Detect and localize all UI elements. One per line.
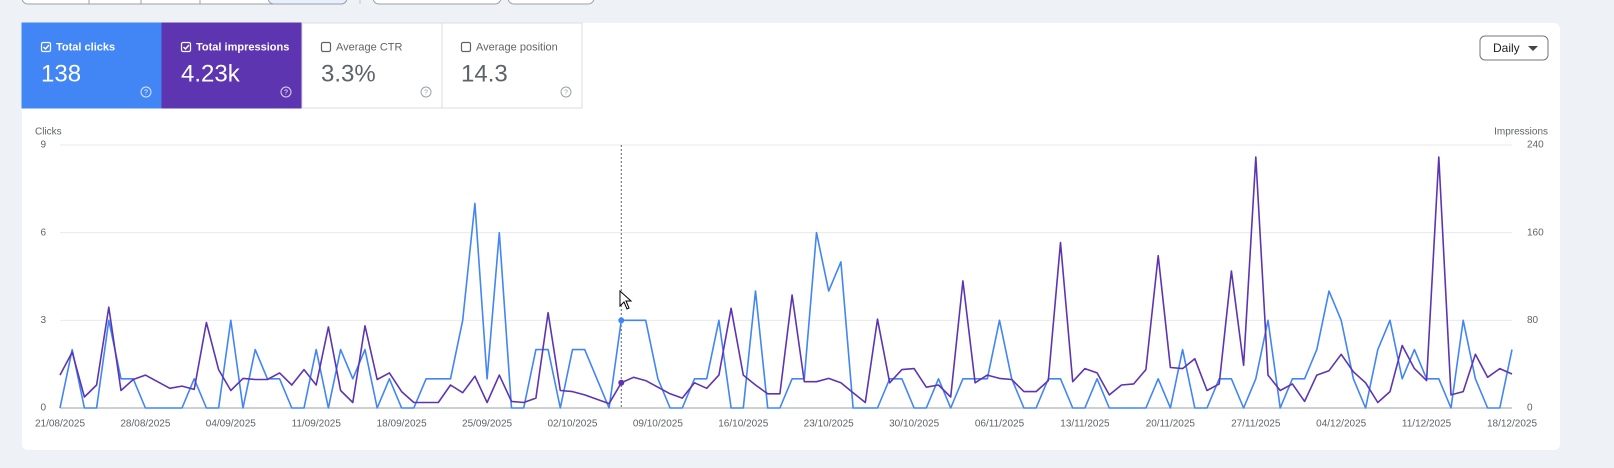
x-tick-label: 23/10/2025 [804,419,854,430]
x-tick-label: 30/10/2025 [889,419,939,430]
help-mark: ? [564,89,568,96]
metric-value: 14.3 [461,60,508,87]
hover-point [618,317,625,324]
help-mark: ? [424,89,428,96]
range-tabs[interactable] [21,0,348,5]
x-tick-label: 11/12/2025 [1402,419,1452,430]
y-tick-label: 9 [40,140,46,151]
y-tick-label: 3 [40,315,46,326]
metric-card[interactable]: Average position 14.3? [441,22,583,109]
x-tick-label: 25/09/2025 [462,419,512,430]
checkbox [180,41,192,53]
metric-label: Total impressions [196,41,289,53]
metric-value: 4.23k [181,60,241,87]
card-bg [441,22,583,109]
check-mark [183,44,190,51]
caret [1528,46,1538,51]
series-line [59,202,1513,409]
y-tick-label: 6 [40,227,46,238]
checkbox [40,41,52,53]
y2-tick-label: 0 [1527,403,1533,414]
check-mark [43,44,50,51]
x-tick-label: 11/09/2025 [292,419,342,430]
checkbox [320,41,332,53]
series-line [59,156,1513,405]
y-tick-label: 0 [40,403,46,414]
help-icon [140,86,152,98]
metric-label: Average CTR [336,41,402,53]
select-box[interactable] [1479,35,1549,61]
help-icon [560,86,572,98]
x-tick-label: 20/11/2025 [1146,419,1196,430]
x-tick-label: 18/09/2025 [377,419,427,430]
help-mark: ? [284,89,288,96]
y2-tick-label: 80 [1527,315,1539,326]
x-tick-label: 28/08/2025 [120,419,170,430]
checkbox [460,41,472,53]
y2-axis-title: Impressions [1494,127,1548,138]
range-tab-active[interactable] [267,0,348,5]
hover-point [618,379,625,386]
cursor [619,289,633,310]
metric-label: Average position [476,41,558,53]
card-bg [301,22,443,109]
y2-tick-label: 160 [1527,227,1544,238]
metric-card[interactable]: Total impressions 4.23k? [161,22,303,109]
panel [22,23,1560,450]
x-tick-label: 16/10/2025 [718,419,768,430]
filter-button[interactable] [507,0,595,5]
y-axis-title: Clicks [35,127,62,138]
metric-value: 138 [41,60,81,87]
x-tick-label: 06/11/2025 [975,419,1025,430]
help-icon [280,86,292,98]
x-tick-label: 02/10/2025 [547,419,597,430]
metric-card[interactable]: Total clicks 138? [21,22,163,109]
x-tick-label: 21/08/2025 [35,419,85,430]
x-tick-label: 09/10/2025 [633,419,683,430]
help-icon [420,86,432,98]
x-tick-label: 04/12/2025 [1316,419,1366,430]
filter-button[interactable] [372,0,502,5]
card-bg [161,22,303,109]
metric-label: Total clicks [56,41,115,53]
y2-tick-label: 240 [1527,140,1544,151]
x-tick-label: 27/11/2025 [1231,419,1281,430]
metric-card[interactable]: Average CTR 3.3%? [301,22,443,109]
x-tick-label: 18/12/2025 [1487,419,1537,430]
metric-value: 3.3% [321,60,376,87]
x-tick-label: 13/11/2025 [1060,419,1110,430]
x-tick-label: 04/09/2025 [206,419,256,430]
period-select[interactable]: Daily [1479,35,1549,61]
help-mark: ? [144,89,148,96]
select-text[interactable]: Daily [1493,41,1520,55]
